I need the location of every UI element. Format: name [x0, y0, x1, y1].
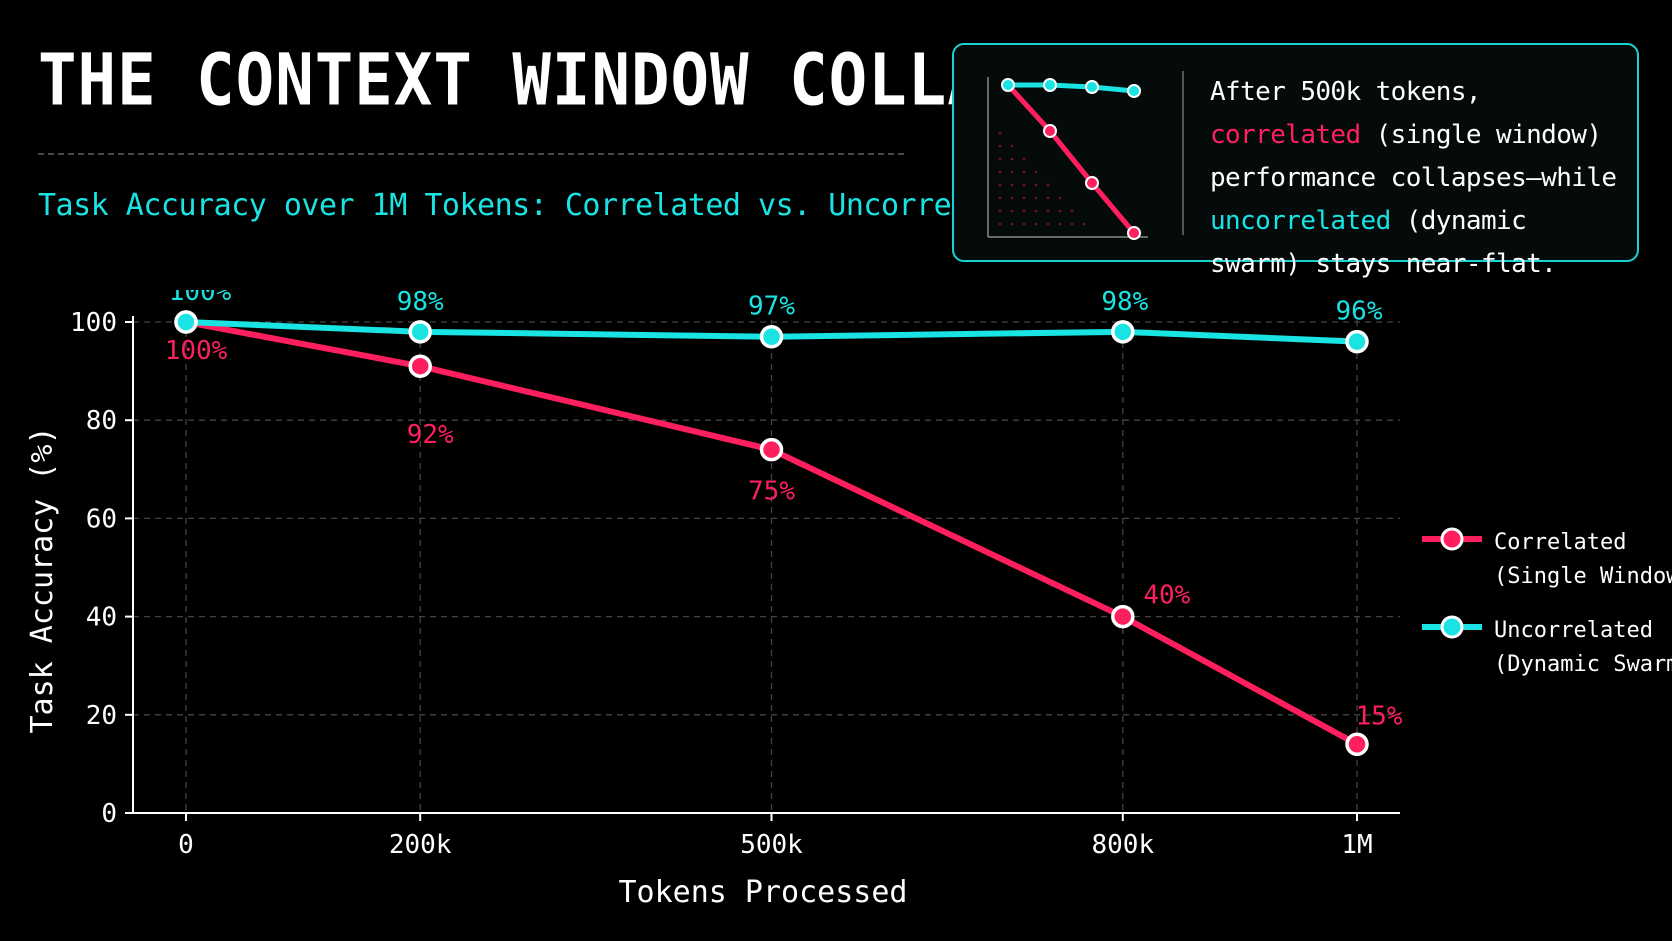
mini-chart-dot — [1070, 209, 1074, 213]
callout-text-1: After 500k tokens, — [1210, 77, 1482, 107]
mini-chart-dot — [998, 144, 1002, 148]
x-tick-label: 500k — [740, 830, 803, 860]
mini-chart-dot — [1022, 222, 1026, 226]
data-point-uncorrelated — [174, 310, 198, 334]
mini-chart-dot — [1058, 196, 1062, 200]
x-tick-label: 1M — [1341, 830, 1372, 860]
data-label-correlated: 15% — [1356, 701, 1403, 731]
data-point-uncorrelated — [1111, 320, 1135, 344]
callout-text-3: (dynamic swarm) stays near-flat. — [1210, 206, 1557, 279]
x-tick-label: 200k — [389, 830, 452, 860]
mini-chart-dot — [1022, 183, 1026, 187]
mini-chart-dot — [1010, 183, 1014, 187]
x-tick-label: 0 — [178, 830, 194, 860]
y-tick-label: 0 — [101, 799, 117, 829]
title-divider — [38, 153, 904, 155]
data-point-uncorrelated — [759, 324, 784, 349]
mini-chart-dot — [1058, 222, 1062, 226]
data-point-correlated — [759, 437, 784, 462]
mini-chart-dots — [998, 131, 1086, 226]
legend-correlated-line1: Correlated — [1494, 530, 1627, 555]
legend-item-correlated: Correlated (Single Window) — [1420, 520, 1672, 608]
mini-chart-dot — [998, 170, 1002, 174]
data-label-uncorrelated: 96% — [1336, 297, 1383, 327]
legend-uncorrelated-line1: Uncorrelated — [1494, 618, 1653, 643]
data-label-correlated: 100% — [165, 336, 228, 366]
mini-chart-dot — [1034, 183, 1038, 187]
data-label-correlated: 40% — [1143, 581, 1190, 611]
mini-chart-dot — [998, 183, 1002, 187]
legend-label-uncorrelated: Uncorrelated (Dynamic Swarm) — [1494, 614, 1672, 682]
mini-chart-dot — [998, 131, 1002, 135]
mini-chart-dot — [1010, 144, 1014, 148]
data-point-correlated — [1345, 732, 1369, 757]
legend-label-correlated: Correlated (Single Window) — [1494, 526, 1672, 594]
data-label-uncorrelated: 97% — [748, 292, 795, 322]
mini-chart-dot — [1010, 222, 1014, 226]
callout-highlight-uncorrelated: uncorrelated — [1210, 206, 1391, 236]
mini-chart-dot — [1022, 209, 1026, 213]
mini-chart-dot — [1034, 222, 1038, 226]
legend-item-uncorrelated: Uncorrelated (Dynamic Swarm) — [1420, 608, 1672, 696]
legend-swatch-correlated — [1422, 527, 1482, 551]
mini-chart-dot — [1034, 209, 1038, 213]
mini-chart-dot — [1010, 170, 1014, 174]
mini-chart-icon — [987, 77, 1148, 240]
callout-text-2: (single window) performance collapses—wh… — [1210, 120, 1617, 193]
page-title: THE CONTEXT WINDOW COLLAPSE — [38, 39, 1106, 123]
y-tick-label: 20 — [86, 701, 117, 731]
mini-chart-dot — [1034, 170, 1038, 174]
mini-chart-dot — [1022, 157, 1026, 161]
mini-chart-dot — [1046, 196, 1050, 200]
x-tick-label: 800k — [1091, 830, 1154, 860]
legend-uncorrelated-line2: (Dynamic Swarm) — [1494, 652, 1672, 677]
chart-legend: Correlated (Single Window) Uncorrelated (D… — [1420, 520, 1672, 696]
y-tick-label: 100 — [70, 308, 117, 338]
mini-chart-dot — [1046, 222, 1050, 226]
data-label-correlated: 75% — [748, 477, 795, 507]
line-chart: 0 20 40 60 80 100 0 200k 500k 800k 1M Tokens Proces… — [25, 290, 1403, 910]
callout-text: After 500k tokens, correlated (single wi… — [1210, 71, 1630, 286]
mini-chart-dot — [1010, 209, 1014, 213]
x-axis-title: Tokens Processed — [619, 875, 908, 910]
data-label-correlated: 92% — [407, 420, 454, 450]
data-point-correlated — [408, 354, 432, 378]
data-point-uncorrelated — [408, 320, 432, 344]
y-tick-label: 60 — [86, 504, 117, 534]
mini-chart-dot — [1022, 196, 1026, 200]
data-label-uncorrelated: 98% — [397, 290, 444, 317]
chart-subtitle: Task Accuracy over 1M Tokens: Correlated… — [38, 188, 1040, 223]
mini-chart-dot — [1034, 196, 1038, 200]
mini-chart-dot — [1070, 222, 1074, 226]
mini-chart-dot — [998, 209, 1002, 213]
mini-chart-dot — [998, 196, 1002, 200]
data-point-uncorrelated — [1345, 329, 1369, 354]
legend-correlated-line2: (Single Window) — [1494, 564, 1672, 589]
data-label-uncorrelated: 98% — [1101, 290, 1148, 317]
mini-chart-dot — [998, 157, 1002, 161]
mini-chart-dot — [1046, 183, 1050, 187]
data-point-correlated — [1111, 604, 1135, 629]
legend-swatch-uncorrelated — [1422, 615, 1482, 639]
y-tick-label: 80 — [86, 406, 117, 436]
mini-chart-dot — [1058, 209, 1062, 213]
mini-chart-dot — [1082, 222, 1086, 226]
mini-chart-dot — [1010, 196, 1014, 200]
mini-chart-dot — [1010, 157, 1014, 161]
callout-divider — [1182, 71, 1184, 235]
y-axis-title: Task Accuracy (%) — [25, 426, 60, 733]
data-label-uncorrelated: 100% — [169, 290, 232, 307]
y-tick-label: 40 — [86, 603, 117, 633]
mini-chart-dot — [998, 222, 1002, 226]
callout-box: After 500k tokens, correlated (single wi… — [952, 43, 1639, 279]
mini-chart-dot — [1022, 170, 1026, 174]
callout-highlight-correlated: correlated — [1210, 120, 1361, 150]
mini-chart-dot — [1046, 209, 1050, 213]
